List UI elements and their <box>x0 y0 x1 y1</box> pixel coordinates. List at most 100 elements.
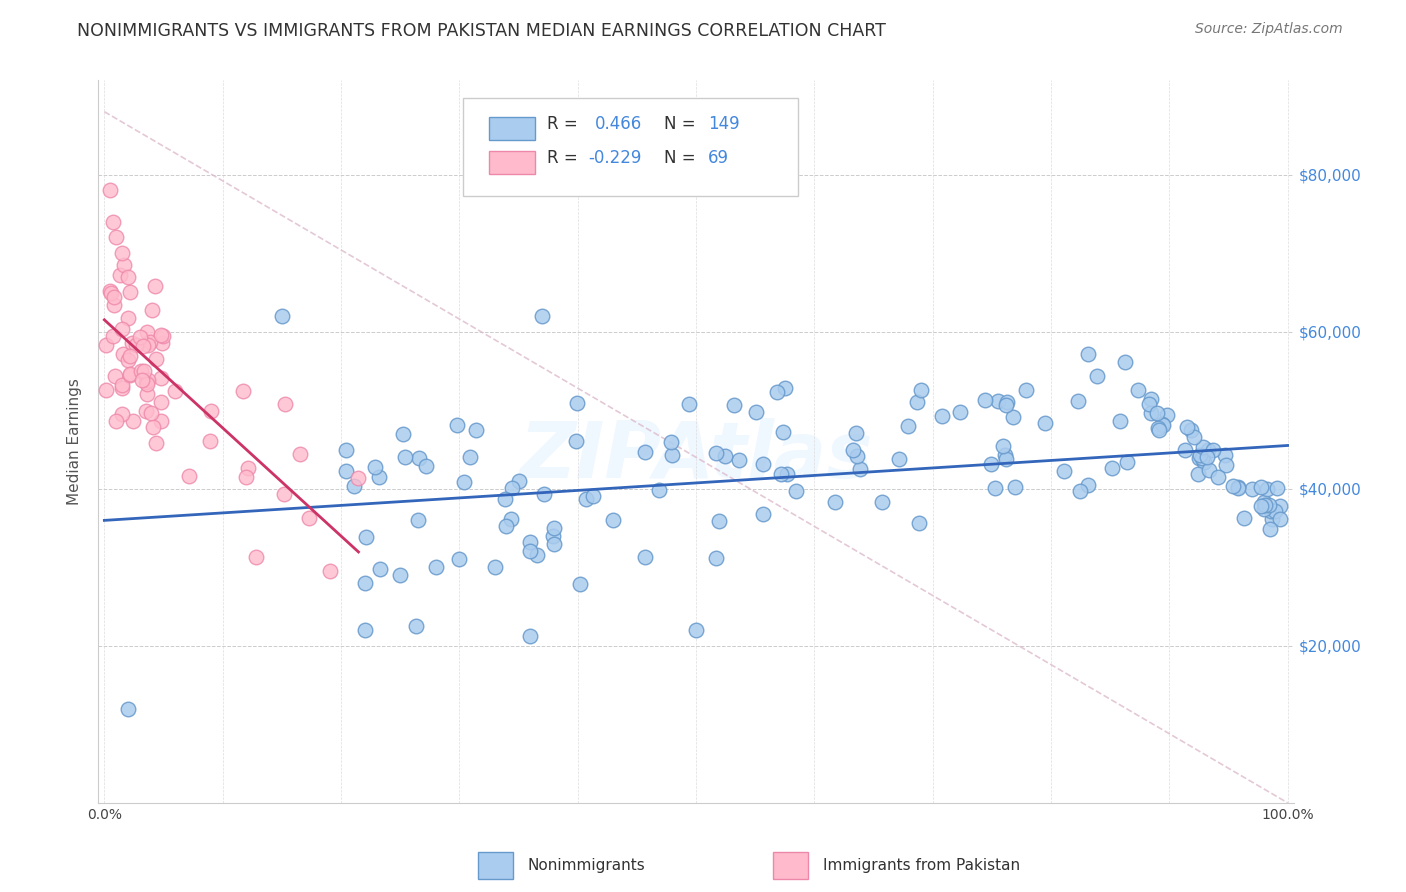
Point <box>392 427 415 442</box>
Point <box>136 325 159 339</box>
Point <box>335 464 357 478</box>
Point <box>1222 479 1244 493</box>
Point <box>910 384 932 398</box>
Point <box>356 530 378 544</box>
Point <box>905 394 928 409</box>
Point <box>120 367 142 381</box>
Point <box>565 434 588 449</box>
FancyBboxPatch shape <box>463 98 797 196</box>
Point <box>633 445 655 459</box>
Point <box>1202 443 1225 458</box>
Point <box>1253 502 1275 516</box>
Point <box>501 512 523 526</box>
Point <box>136 338 159 352</box>
Point <box>908 516 931 531</box>
Point <box>1256 482 1278 496</box>
Y-axis label: Median Earnings: Median Earnings <box>67 378 83 505</box>
Text: 0.466: 0.466 <box>595 115 641 133</box>
Point <box>1149 423 1171 437</box>
Point <box>987 394 1010 409</box>
Point <box>347 471 370 485</box>
Point <box>150 395 173 409</box>
Point <box>132 338 155 352</box>
Point <box>98 183 121 197</box>
Point <box>343 479 366 493</box>
Point <box>100 285 122 300</box>
Point <box>150 335 173 350</box>
Point <box>1115 455 1137 469</box>
Point <box>766 384 789 399</box>
Point <box>949 404 972 418</box>
Point <box>145 436 167 450</box>
Point <box>446 418 468 433</box>
Point <box>752 458 775 472</box>
Point <box>1261 512 1284 526</box>
Point <box>1001 409 1024 424</box>
Point <box>1191 451 1213 466</box>
Point <box>449 552 471 566</box>
Point <box>1114 354 1136 368</box>
Point <box>543 536 565 550</box>
Point <box>104 369 127 384</box>
Point <box>1069 483 1091 498</box>
Point <box>134 364 156 378</box>
Point <box>273 487 295 501</box>
Point <box>1191 440 1213 454</box>
Point <box>370 561 392 575</box>
Point <box>1206 469 1229 483</box>
Point <box>533 487 555 501</box>
Point <box>974 392 997 407</box>
Point <box>125 338 148 352</box>
Point <box>274 397 297 411</box>
Text: ZIPAtlas: ZIPAtlas <box>519 418 873 494</box>
Point <box>112 258 135 272</box>
Point <box>117 310 139 325</box>
Point <box>142 420 165 434</box>
Point <box>494 492 516 507</box>
Point <box>122 414 145 428</box>
Point <box>103 290 125 304</box>
Point <box>1077 347 1099 361</box>
Point <box>889 451 911 466</box>
Point <box>131 373 153 387</box>
Point <box>723 398 745 412</box>
Point <box>870 495 893 509</box>
Point <box>408 451 430 466</box>
Point <box>842 442 865 457</box>
Point <box>1189 448 1212 462</box>
Point <box>353 623 375 637</box>
Point <box>1085 368 1108 383</box>
Point <box>152 328 174 343</box>
Point <box>1126 383 1149 397</box>
Point <box>1188 450 1211 465</box>
Point <box>659 434 682 449</box>
Point <box>776 467 799 481</box>
Point <box>1260 522 1282 536</box>
Point <box>103 328 125 343</box>
Point <box>150 328 173 343</box>
Point <box>405 619 427 633</box>
Point <box>103 298 125 312</box>
Point <box>1195 450 1218 464</box>
Point <box>270 309 292 323</box>
Point <box>363 460 385 475</box>
Point <box>484 560 506 574</box>
Point <box>111 346 134 360</box>
Point <box>980 458 1002 472</box>
Point <box>501 481 523 495</box>
Point <box>121 335 143 350</box>
Point <box>772 425 794 439</box>
Point <box>136 377 159 392</box>
Text: R =: R = <box>547 149 582 167</box>
Point <box>931 409 953 423</box>
Point <box>136 373 159 387</box>
Point <box>752 507 775 521</box>
Point <box>713 449 735 463</box>
Point <box>394 450 416 464</box>
Point <box>1175 420 1198 434</box>
Point <box>897 419 920 434</box>
Point <box>526 549 548 563</box>
Point <box>1156 409 1178 423</box>
Point <box>994 448 1017 462</box>
Point <box>389 568 412 582</box>
